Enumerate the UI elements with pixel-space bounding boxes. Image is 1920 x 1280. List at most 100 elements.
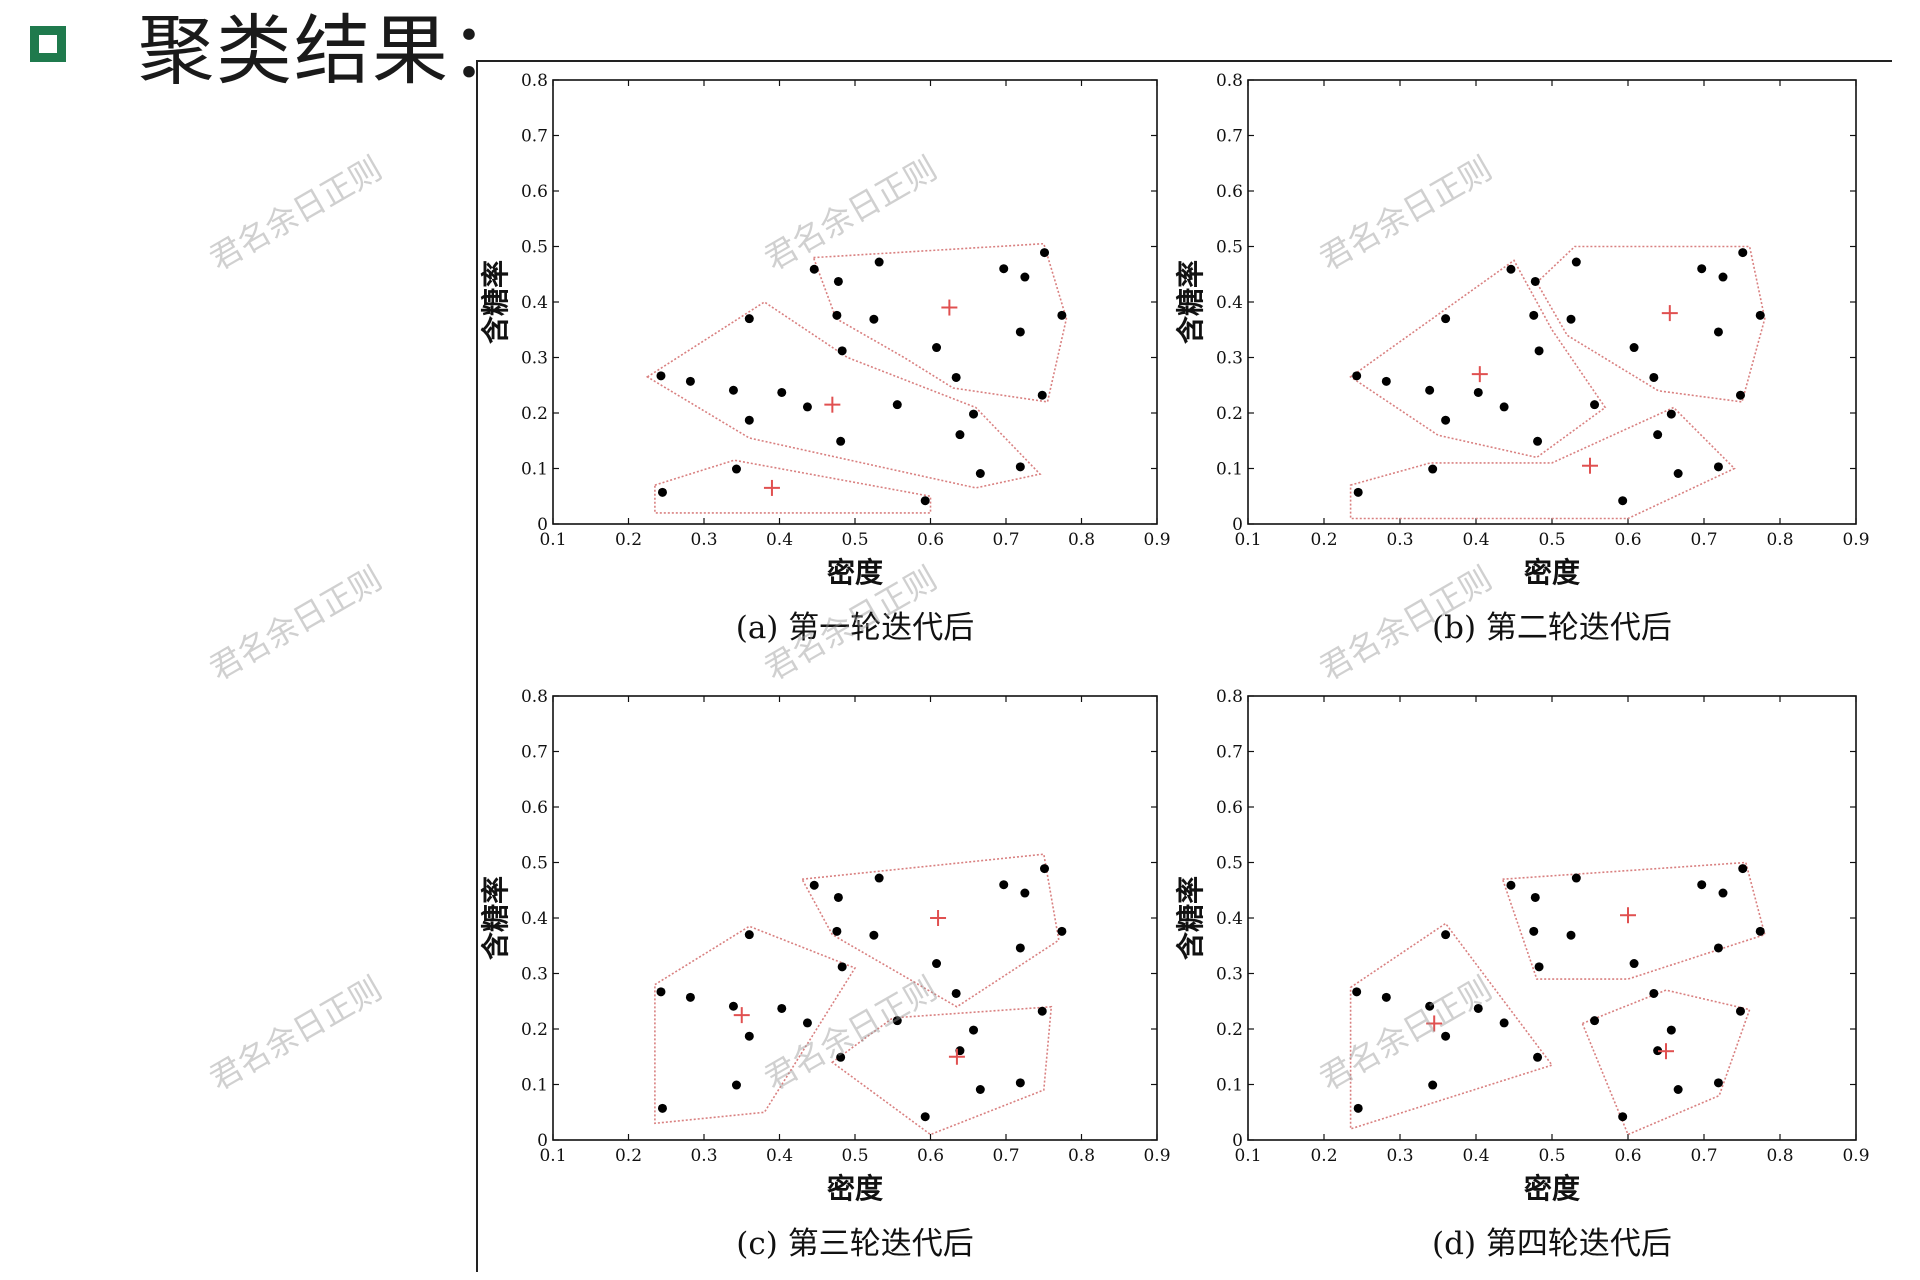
data-point [869, 314, 879, 324]
data-point [1697, 880, 1707, 890]
y-tick-label: 0.7 [1216, 743, 1243, 763]
y-tick-label: 0.8 [521, 687, 548, 707]
data-point [1473, 387, 1483, 397]
x-tick-label: 0.1 [539, 530, 566, 550]
y-tick-label: 0.6 [1216, 182, 1243, 202]
data-point [920, 496, 930, 506]
data-point [1571, 873, 1581, 883]
x-tick-label: 0.6 [917, 1146, 944, 1166]
data-point [657, 1103, 667, 1113]
data-point [1020, 888, 1030, 898]
data-point [1713, 462, 1723, 472]
data-point [744, 930, 754, 940]
data-point [1015, 327, 1025, 337]
data-point [1441, 1031, 1451, 1041]
x-tick-label: 0.3 [690, 530, 717, 550]
data-point [802, 1018, 812, 1028]
cluster-hull [645, 301, 1042, 489]
data-point [1529, 926, 1539, 936]
y-tick-label: 0.2 [521, 404, 548, 424]
x-tick-label: 0.3 [690, 1146, 717, 1166]
x-tick-label: 0.7 [1690, 1146, 1717, 1166]
x-tick-label: 0.6 [1614, 530, 1641, 550]
data-point [1057, 926, 1067, 936]
y-tick-label: 0.2 [521, 1020, 548, 1040]
data-point [1015, 943, 1025, 953]
data-point [951, 988, 961, 998]
y-tick-label: 0.5 [521, 238, 548, 258]
y-tick-label: 0.1 [1216, 460, 1243, 480]
data-point [932, 343, 942, 353]
cluster-hull [1349, 406, 1736, 520]
data-point [837, 962, 847, 972]
data-point [1506, 264, 1516, 274]
y-tick-label: 0.8 [521, 71, 548, 91]
data-point [1697, 264, 1707, 274]
x-tick-label: 0.4 [1462, 1146, 1489, 1166]
data-point [833, 276, 843, 286]
data-point [1735, 390, 1745, 400]
x-tick-label: 0.8 [1068, 1146, 1095, 1166]
data-point [1040, 248, 1050, 258]
y-tick-label: 0.3 [1216, 349, 1243, 369]
y-tick-label: 0.8 [1216, 71, 1243, 91]
data-point [1473, 1003, 1483, 1013]
plot-frame [1247, 79, 1857, 525]
data-point [1533, 1052, 1543, 1062]
cluster-hull [830, 1005, 1053, 1136]
data-point [1037, 1006, 1047, 1016]
data-point [892, 1016, 902, 1026]
x-tick-label: 0.8 [1068, 530, 1095, 550]
data-point [832, 926, 842, 936]
data-point [731, 1080, 741, 1090]
data-point [975, 1084, 985, 1094]
data-point [833, 892, 843, 902]
x-tick-label: 0.5 [1538, 1146, 1565, 1166]
data-point [809, 880, 819, 890]
y-tick-label: 0.3 [521, 965, 548, 985]
data-point [1499, 402, 1509, 412]
data-point [744, 1031, 754, 1041]
chart-caption: (d) 第四轮迭代后 [1432, 1226, 1672, 1262]
data-point [1590, 400, 1600, 410]
data-point [1666, 1025, 1676, 1035]
x-tick-label: 0.7 [1690, 530, 1717, 550]
data-point [969, 1025, 979, 1035]
x-axis-label: 密度 [827, 1172, 883, 1205]
data-point [999, 264, 1009, 274]
data-point [728, 385, 738, 395]
data-point [969, 409, 979, 419]
data-point [1425, 385, 1435, 395]
data-point [837, 346, 847, 356]
x-tick-label: 0.4 [766, 1146, 793, 1166]
data-point [1566, 930, 1576, 940]
data-point [1530, 276, 1540, 286]
x-axis-label: 密度 [827, 556, 883, 589]
cluster-hull [654, 925, 857, 1125]
cluster-hull [812, 242, 1068, 403]
x-tick-label: 0.3 [1386, 1146, 1413, 1166]
data-point [1571, 257, 1581, 267]
data-point [1649, 372, 1659, 382]
data-point [1020, 272, 1030, 282]
x-tick-label: 0.9 [1143, 530, 1170, 550]
data-point [836, 436, 846, 446]
data-point [1506, 880, 1516, 890]
x-axis-label: 密度 [1524, 1172, 1580, 1205]
data-point [932, 959, 942, 969]
data-point [1533, 436, 1543, 446]
x-tick-label: 0.8 [1766, 530, 1793, 550]
data-point [1441, 415, 1451, 425]
cluster-hull [1349, 922, 1554, 1130]
x-tick-label: 0.9 [1842, 530, 1869, 550]
data-point [1713, 327, 1723, 337]
plot-frame [552, 79, 1158, 525]
chart-caption: (a) 第一轮迭代后 [736, 610, 975, 646]
data-point [744, 314, 754, 324]
x-axis-label: 密度 [1524, 556, 1580, 589]
data-point [1629, 959, 1639, 969]
cluster-hull [1349, 259, 1607, 459]
data-point [685, 992, 695, 1002]
data-point [1530, 892, 1540, 902]
